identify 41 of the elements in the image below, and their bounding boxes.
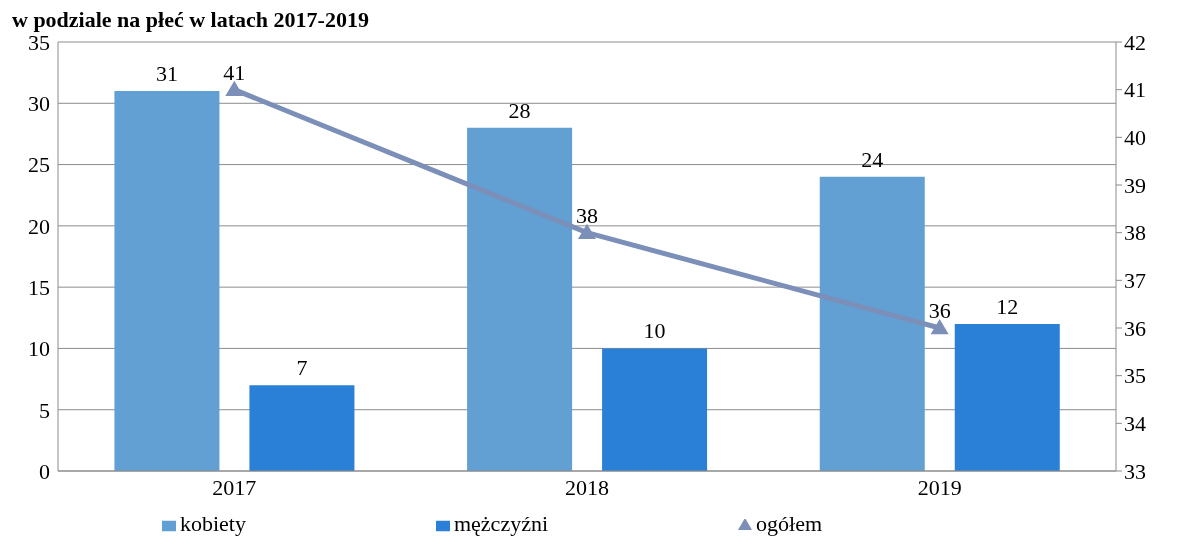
bar xyxy=(602,348,708,471)
y2-tick-label: 38 xyxy=(1124,220,1146,246)
x-tick-label: 2018 xyxy=(565,474,609,500)
y2-tick-label: 39 xyxy=(1124,172,1146,198)
y2-tick-label: 36 xyxy=(1124,315,1146,341)
data-label: 31 xyxy=(155,61,178,87)
data-label: 41 xyxy=(223,59,246,85)
legend-label: kobiety xyxy=(179,511,246,536)
data-label: 36 xyxy=(928,298,951,323)
y2-tick-label: 33 xyxy=(1124,458,1146,484)
y2-tick-label: 40 xyxy=(1124,125,1146,151)
x-tick-label: 2019 xyxy=(917,474,962,500)
y2-tick-label: 34 xyxy=(1124,411,1146,437)
bar xyxy=(467,127,573,471)
bar xyxy=(114,91,220,471)
point xyxy=(225,80,244,96)
data-label: 28 xyxy=(508,97,531,123)
data-label: 10 xyxy=(643,318,666,344)
bar xyxy=(954,323,1060,471)
legend-label: mężczyźni xyxy=(453,511,549,536)
data-label: 38 xyxy=(576,202,598,228)
y2-tick-label: 41 xyxy=(1124,77,1146,103)
data-label: 24 xyxy=(861,146,884,172)
y2-tick-label: 37 xyxy=(1124,268,1146,294)
bar xyxy=(249,385,355,471)
y2-tick-label: 42 xyxy=(1124,29,1146,55)
x-tick-label: 2017 xyxy=(212,474,257,500)
y-tick-label: 25 xyxy=(28,152,50,178)
y-tick-label: 5 xyxy=(39,397,50,423)
y-tick-label: 20 xyxy=(28,213,50,239)
point xyxy=(930,319,949,335)
data-label: 12 xyxy=(996,293,1019,319)
y-tick-label: 10 xyxy=(28,336,50,362)
y-tick-label: 30 xyxy=(28,91,50,117)
bar xyxy=(819,176,925,471)
y-tick-label: 0 xyxy=(39,458,50,484)
y-tick-label: 15 xyxy=(28,274,50,300)
data-label: 7 xyxy=(296,355,308,381)
point xyxy=(578,223,596,239)
y2-tick-label: 35 xyxy=(1124,363,1146,389)
legend-label: ogółem xyxy=(756,511,823,536)
